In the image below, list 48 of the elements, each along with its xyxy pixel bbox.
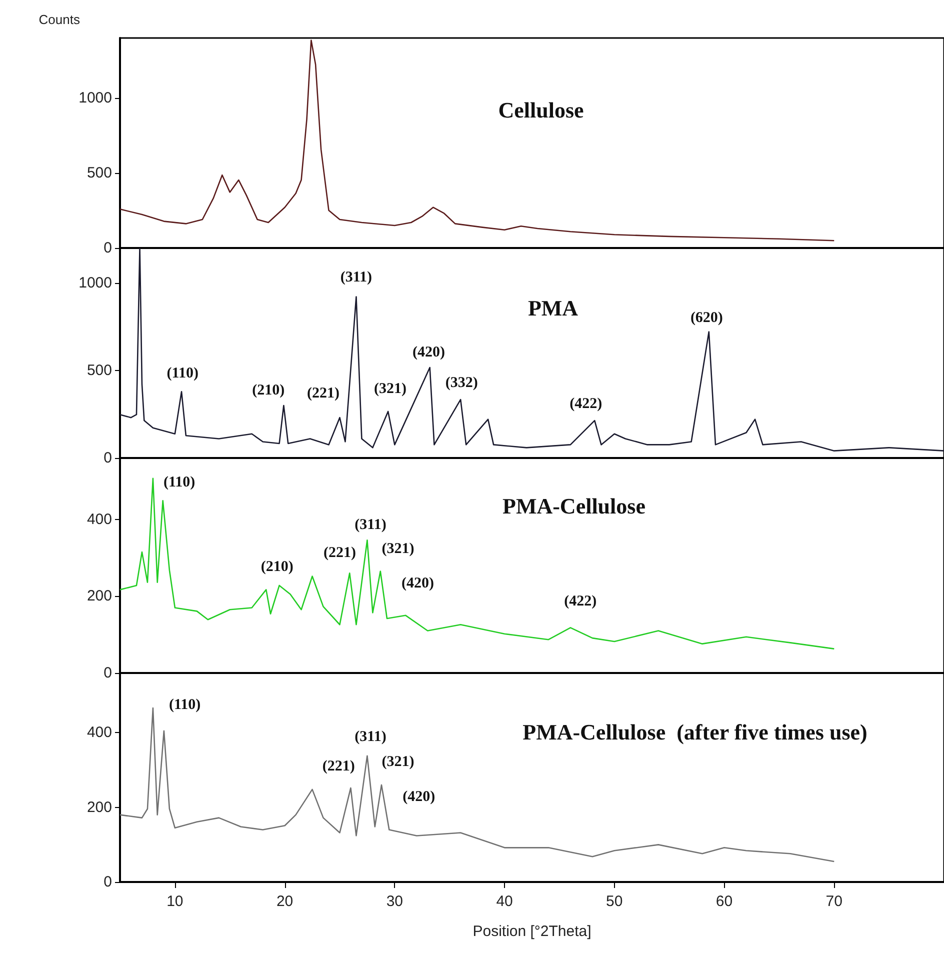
text: Cellulose <box>498 98 584 122</box>
y-tick-label: 200 <box>86 798 112 816</box>
annotation: (321) <box>374 381 407 398</box>
x-axis-title: Position [°2Theta] <box>472 923 592 940</box>
annotation: (110) <box>163 474 196 491</box>
annotation: (110) <box>166 365 198 382</box>
annotation: (110) <box>168 697 201 714</box>
y-tick-label: 200 <box>86 588 112 605</box>
x-tick-label: 40 <box>496 893 513 910</box>
annotation: (221) <box>307 385 340 402</box>
annotation: (210) <box>260 559 294 576</box>
annotation: (620) <box>690 310 723 326</box>
line-series <box>119 478 835 650</box>
annotation: (221) <box>323 545 356 562</box>
y-tick-label: 500 <box>86 362 112 379</box>
y-axis-title: Counts <box>38 12 80 27</box>
y-tick-label: 500 <box>86 164 112 182</box>
annotation: (311) <box>354 516 386 533</box>
y-tick-label: 1000 <box>78 90 112 106</box>
y-tick-label: 400 <box>86 724 112 742</box>
annotation: (321) <box>382 540 414 557</box>
annotation: (311) <box>340 270 372 286</box>
annotation: (321) <box>382 754 414 770</box>
x-tick-label: 30 <box>386 893 404 910</box>
annotation: (221) <box>322 758 355 775</box>
annotation: (420) <box>402 788 436 805</box>
x-tick-label: 50 <box>606 893 623 910</box>
annotation: (332) <box>445 375 478 392</box>
x-tick-label: 60 <box>716 893 733 910</box>
annotation: (422) <box>570 396 602 412</box>
y-tick-label: 0 <box>104 874 112 890</box>
annotation: (422) <box>564 594 597 610</box>
annotation: (420) <box>401 576 434 592</box>
annotation: (210) <box>252 382 285 398</box>
annotation: (311) <box>354 728 386 745</box>
text: PMA-Cellulose <box>502 494 646 518</box>
y-tick-label: 400 <box>86 510 112 528</box>
x-tick-label: 70 <box>826 893 842 910</box>
y-tick-label: 0 <box>104 240 112 256</box>
line-series <box>119 40 835 242</box>
y-tick-label: 0 <box>104 664 112 682</box>
x-tick-label: 20 <box>276 893 294 910</box>
text: PMA <box>528 296 578 320</box>
y-tick-label: 1000 <box>78 274 112 292</box>
text: PMA-Cellulose (after five times use) <box>522 720 868 744</box>
x-tick-label: 10 <box>166 893 184 910</box>
y-tick-label: 0 <box>104 450 112 466</box>
annotation: (420) <box>412 344 445 360</box>
